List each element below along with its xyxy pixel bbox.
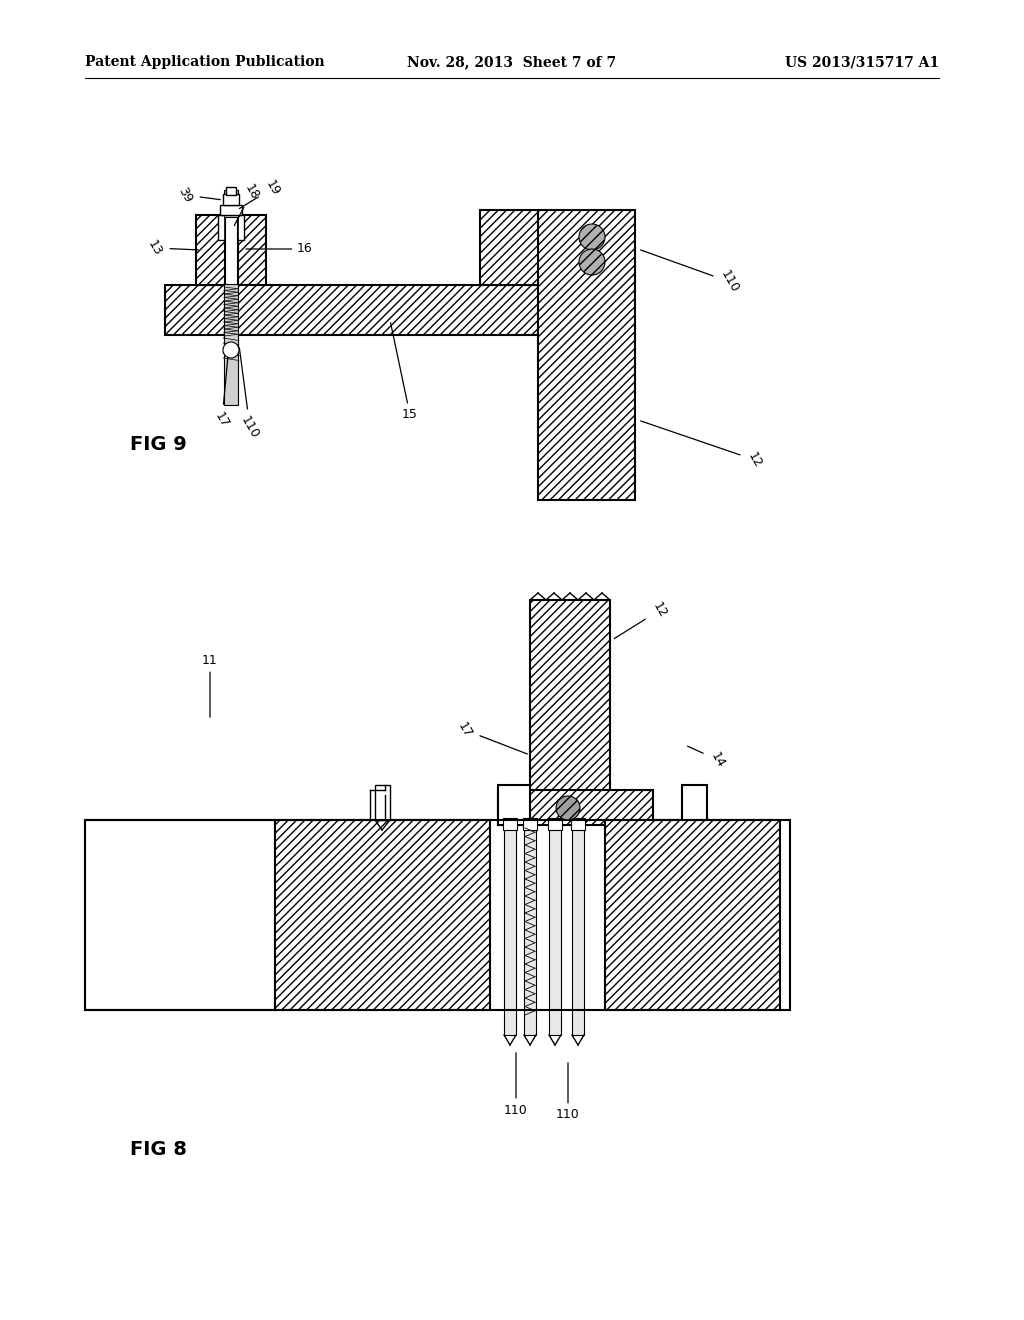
Circle shape bbox=[223, 342, 239, 358]
Text: 17: 17 bbox=[212, 347, 231, 430]
Circle shape bbox=[579, 224, 605, 249]
Text: 110: 110 bbox=[641, 249, 741, 296]
Bar bbox=[196, 215, 266, 285]
Bar bbox=[480, 210, 538, 285]
Bar bbox=[165, 285, 580, 335]
Circle shape bbox=[556, 796, 580, 820]
Bar bbox=[548, 818, 562, 830]
Text: 19: 19 bbox=[240, 178, 283, 209]
Text: 110: 110 bbox=[239, 347, 261, 441]
Text: 110: 110 bbox=[556, 1063, 580, 1122]
Bar bbox=[275, 820, 490, 1010]
Text: Patent Application Publication: Patent Application Publication bbox=[85, 55, 325, 69]
Text: 13: 13 bbox=[145, 238, 199, 259]
Text: US 2013/315717 A1: US 2013/315717 A1 bbox=[784, 55, 939, 69]
Bar bbox=[85, 820, 275, 1010]
Bar bbox=[572, 825, 584, 1035]
Bar bbox=[226, 187, 236, 195]
Text: 16: 16 bbox=[246, 243, 313, 256]
Bar bbox=[538, 210, 635, 500]
Text: Nov. 28, 2013  Sheet 7 of 7: Nov. 28, 2013 Sheet 7 of 7 bbox=[408, 55, 616, 69]
Text: FIG 9: FIG 9 bbox=[130, 436, 186, 454]
Bar bbox=[503, 818, 517, 830]
Bar bbox=[682, 785, 707, 825]
Bar bbox=[523, 818, 537, 830]
Bar bbox=[498, 785, 530, 825]
Bar bbox=[498, 789, 653, 825]
Text: 39: 39 bbox=[175, 185, 220, 205]
Bar bbox=[223, 194, 239, 205]
Bar bbox=[605, 820, 780, 1010]
Text: 15: 15 bbox=[390, 322, 418, 421]
Bar bbox=[220, 205, 242, 215]
Text: 110: 110 bbox=[504, 1053, 528, 1117]
Bar bbox=[218, 215, 244, 240]
Bar bbox=[375, 785, 390, 820]
Bar bbox=[524, 825, 536, 1035]
Text: 12: 12 bbox=[641, 421, 765, 470]
Text: FIG 8: FIG 8 bbox=[130, 1140, 186, 1159]
Bar bbox=[549, 825, 561, 1035]
Text: 11: 11 bbox=[202, 653, 218, 717]
Bar bbox=[571, 818, 585, 830]
Bar bbox=[504, 825, 516, 1035]
Bar bbox=[224, 190, 238, 405]
Text: 12: 12 bbox=[614, 599, 670, 639]
Circle shape bbox=[579, 249, 605, 275]
Text: 18: 18 bbox=[234, 182, 261, 226]
Text: 17: 17 bbox=[456, 719, 527, 754]
Bar bbox=[530, 601, 610, 800]
Bar bbox=[224, 215, 238, 240]
Bar bbox=[225, 216, 237, 284]
Text: 14: 14 bbox=[687, 746, 728, 770]
